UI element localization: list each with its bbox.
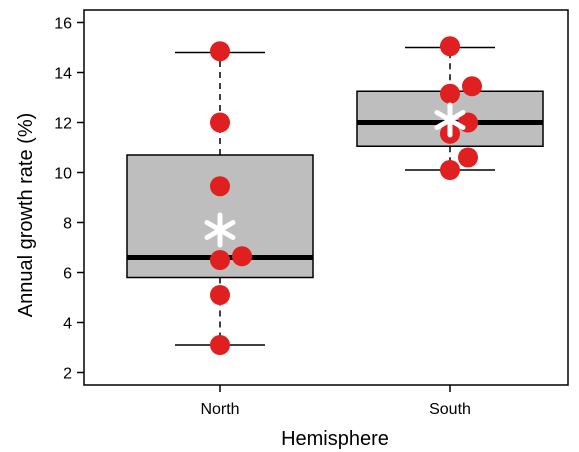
y-tick-label: 2 xyxy=(63,366,72,383)
data-point xyxy=(440,36,460,57)
mean-marker-stroke xyxy=(204,220,236,240)
data-point xyxy=(210,41,230,62)
y-tick-label: 14 xyxy=(54,66,72,83)
data-point xyxy=(462,76,482,97)
x-tick-label: North xyxy=(200,401,239,418)
mean-marker-stroke xyxy=(434,110,466,130)
data-point xyxy=(210,176,230,197)
y-tick-label: 16 xyxy=(54,16,72,33)
plot-frame xyxy=(83,9,569,386)
data-point xyxy=(210,250,230,270)
y-axis-title: Annual growth rate (%) xyxy=(15,113,37,318)
y-tick-label: 4 xyxy=(63,316,72,333)
mean-marker xyxy=(204,212,236,248)
x-axis-title: Hemisphere xyxy=(281,428,389,450)
data-point xyxy=(440,83,460,104)
data-point xyxy=(458,147,478,168)
data-point xyxy=(210,335,230,355)
data-point xyxy=(210,112,230,133)
data-point xyxy=(210,285,230,305)
x-tick-label: South xyxy=(429,401,471,418)
y-tick-label: 12 xyxy=(54,116,72,133)
y-tick-label: 6 xyxy=(63,266,72,283)
data-point xyxy=(440,160,460,180)
mean-marker xyxy=(434,102,466,138)
y-tick-label: 8 xyxy=(63,216,72,233)
data-point xyxy=(232,246,252,267)
y-tick-label: 10 xyxy=(54,166,72,183)
plot-area: 2 4 6 8 10 12 14 16 North South xyxy=(54,9,569,418)
